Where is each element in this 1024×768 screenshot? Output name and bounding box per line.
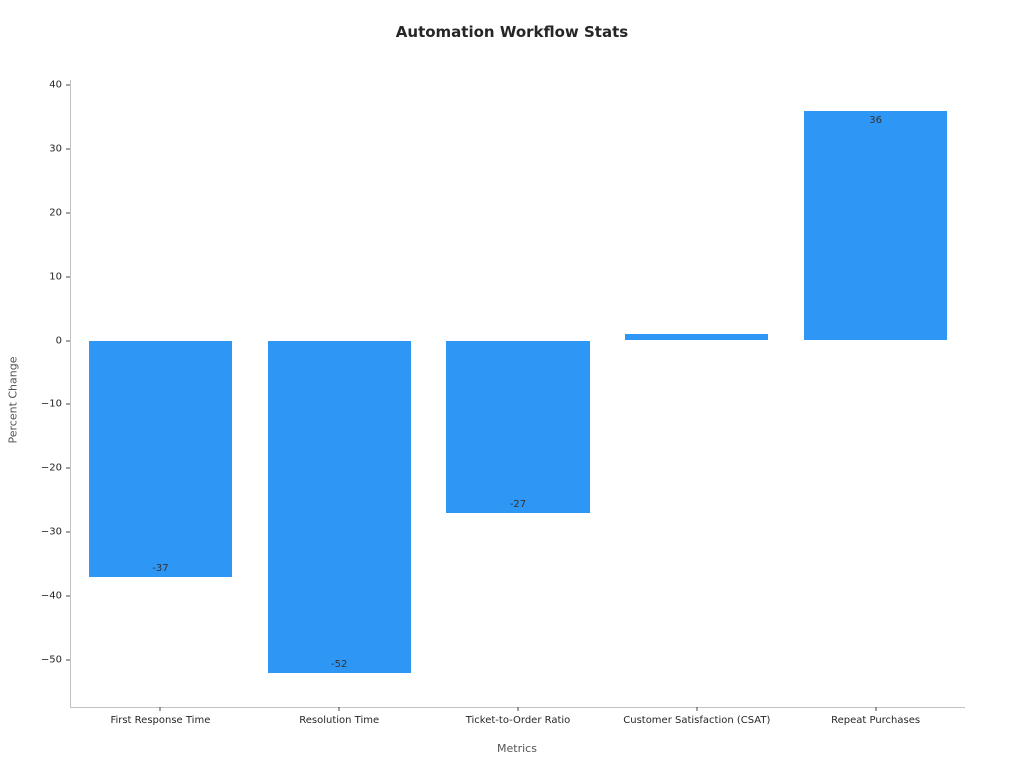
y-tick-mark <box>66 212 70 214</box>
y-tick-mark <box>66 467 70 469</box>
bar <box>625 334 769 341</box>
x-tick-label: Customer Satisfaction (CSAT) <box>623 715 771 726</box>
bar: -52 <box>267 340 411 673</box>
bar: 36 <box>804 110 948 341</box>
x-tick-label: First Response Time <box>110 715 211 726</box>
y-tick-label: 40 <box>49 79 62 91</box>
y-tick-mark <box>66 340 70 341</box>
y-tick-mark <box>66 531 70 533</box>
y-tick-label: −30 <box>40 526 62 538</box>
x-axis-label: Metrics <box>497 742 537 755</box>
x-tick-mark <box>159 707 161 711</box>
bar-value-label: 36 <box>869 114 882 126</box>
y-tick-label: 20 <box>49 207 62 219</box>
y-tick-label: 10 <box>49 271 62 283</box>
bar-value-label: -27 <box>509 498 527 510</box>
bar: -27 <box>446 340 590 513</box>
x-tick-label: Ticket-to-Order Ratio <box>465 715 571 726</box>
x-tick-mark <box>875 707 877 711</box>
x-tick-mark <box>338 707 340 711</box>
bar: -37 <box>88 340 232 577</box>
y-tick-mark <box>66 595 70 597</box>
y-tick-mark <box>66 659 70 661</box>
plot-area: −50 −40 −30 −20 −10 0 10 20 30 40 -37 First Respons… <box>41 80 965 726</box>
y-tick-label: −10 <box>40 398 62 410</box>
chart-title: Automation Workflow Stats <box>395 23 629 41</box>
y-tick-mark <box>66 276 70 278</box>
y-tick-label: −40 <box>40 590 62 602</box>
x-tick-mark <box>696 707 698 711</box>
y-tick-label: −50 <box>40 654 62 666</box>
y-axis-label: Percent Change <box>6 356 20 444</box>
x-tick-mark <box>517 707 519 711</box>
y-tick-mark <box>66 148 70 150</box>
y-tick-label: 0 <box>55 335 62 346</box>
y-tick-label: 30 <box>49 143 62 155</box>
bar-value-label: -52 <box>331 658 348 670</box>
x-tick-label: Resolution Time <box>299 715 380 726</box>
y-tick-mark <box>66 84 70 86</box>
y-tick-label: −20 <box>40 462 62 474</box>
y-tick-mark <box>66 403 70 405</box>
x-tick-label: Repeat Purchases <box>831 715 921 726</box>
bar-value-label: -37 <box>152 562 169 574</box>
